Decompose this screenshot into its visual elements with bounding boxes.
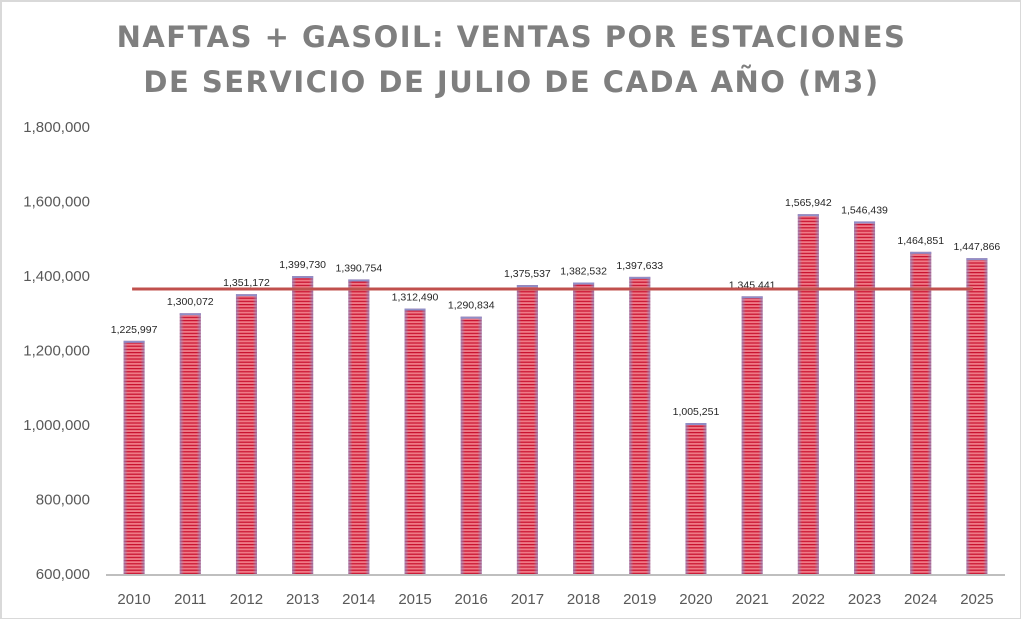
data-label: 1,290,834 <box>448 300 495 312</box>
bar-2020 <box>685 423 707 574</box>
bar-top-edge <box>404 308 426 311</box>
x-tick-label: 2014 <box>342 591 375 608</box>
y-tick-label: 600,000 <box>36 566 90 583</box>
bar-top-edge <box>854 221 876 224</box>
bar-top-edge <box>123 340 145 343</box>
bar-2012 <box>235 294 257 574</box>
bar-top-edge <box>797 214 819 217</box>
y-tick-label: 1,200,000 <box>23 343 90 360</box>
x-tick-label: 2016 <box>455 591 488 608</box>
bar-top-edge <box>348 279 370 282</box>
bar-edge-shade <box>741 296 763 574</box>
x-tick-label: 2023 <box>848 591 881 608</box>
bar-2015 <box>404 308 426 574</box>
bar-edge-shade <box>123 340 145 574</box>
bar-edge-shade <box>292 276 314 574</box>
bar-top-edge <box>966 258 988 261</box>
x-tick-label: 2018 <box>567 591 600 608</box>
data-label: 1,375,537 <box>504 268 551 280</box>
chart-title-line-2: DE SERVICIO DE JULIO DE CADA AÑO (M3) <box>143 65 880 99</box>
bar-edge-shade <box>910 251 932 574</box>
bar-top-edge <box>629 276 651 279</box>
x-axis: 2010 2011 2012 2013 2014 2015 2016 2017 2018 2019… <box>117 591 993 608</box>
bar-edge-shade <box>404 308 426 574</box>
bar-2025 <box>966 258 988 574</box>
bar-2010 <box>123 340 145 574</box>
bar-2019 <box>629 276 651 574</box>
bar-edge-shade <box>854 221 876 574</box>
bar-top-edge <box>235 294 257 297</box>
chart-title-line-1: NAFTAS + GASOIL: VENTAS POR ESTACIONES <box>116 20 907 54</box>
data-label: 1,390,754 <box>335 262 382 274</box>
data-label: 1,351,172 <box>223 277 270 289</box>
x-tick-label: 2012 <box>230 591 263 608</box>
x-tick-label: 2022 <box>792 591 825 608</box>
bar-top-edge <box>460 316 482 319</box>
y-axis: 600,000 800,000 1,000,000 1,200,000 1,400,00… <box>23 119 90 583</box>
bar-edge-shade <box>516 285 538 574</box>
bar-2017 <box>516 285 538 574</box>
x-tick-label: 2015 <box>398 591 431 608</box>
bar-edge-shade <box>685 423 707 574</box>
data-label: 1,312,490 <box>392 292 439 304</box>
bar-2013 <box>292 276 314 574</box>
bar-edge-shade <box>797 214 819 575</box>
bar-edge-shade <box>966 258 988 574</box>
bar-2014 <box>348 279 370 574</box>
bar-2022 <box>797 214 819 575</box>
bar-2021 <box>741 296 763 574</box>
bar-top-edge <box>910 251 932 254</box>
y-tick-label: 1,000,000 <box>23 417 90 434</box>
bar-2023 <box>854 221 876 574</box>
bar-edge-shade <box>348 279 370 574</box>
bar-top-edge <box>573 282 595 285</box>
data-label: 1,447,866 <box>954 241 1001 253</box>
bar-edge-shade <box>573 282 595 574</box>
x-tick-label: 2011 <box>174 591 206 608</box>
bar-top-edge <box>516 285 538 288</box>
bar-2018 <box>573 282 595 574</box>
data-label: 1,464,851 <box>897 235 944 247</box>
bar-2011 <box>179 313 201 574</box>
data-label: 1,565,942 <box>785 197 832 209</box>
y-tick-label: 1,400,000 <box>23 268 90 285</box>
bar-edge-shade <box>629 276 651 574</box>
x-tick-label: 2025 <box>960 591 993 608</box>
bars-group <box>123 214 988 575</box>
bar-top-edge <box>741 296 763 299</box>
bar-2016 <box>460 316 482 574</box>
bar-edge-shade <box>460 316 482 574</box>
data-label: 1,546,439 <box>841 204 888 216</box>
x-tick-label: 2017 <box>511 591 544 608</box>
bar-edge-shade <box>179 313 201 574</box>
x-tick-label: 2010 <box>117 591 150 608</box>
x-tick-label: 2013 <box>286 591 319 608</box>
data-label: 1,399,730 <box>279 259 326 271</box>
y-tick-label: 1,600,000 <box>23 194 90 211</box>
y-tick-label: 800,000 <box>36 492 90 509</box>
x-tick-label: 2021 <box>735 591 768 608</box>
bar-2024 <box>910 251 932 574</box>
bar-edge-shade <box>235 294 257 574</box>
data-labels-group: 1,225,997 1,300,072 1,351,172 1,399,730 1,39… <box>111 197 1001 418</box>
data-label: 1,300,072 <box>167 296 214 308</box>
bar-top-edge <box>179 313 201 316</box>
data-label: 1,382,532 <box>560 266 607 278</box>
data-label: 1,225,997 <box>111 324 158 336</box>
x-tick-label: 2024 <box>904 591 937 608</box>
data-label: 1,005,251 <box>673 406 720 418</box>
bar-top-edge <box>292 276 314 279</box>
data-label: 1,397,633 <box>616 260 663 272</box>
bar-top-edge <box>685 423 707 426</box>
y-tick-label: 1,800,000 <box>23 119 90 136</box>
x-tick-label: 2020 <box>679 591 712 608</box>
x-tick-label: 2019 <box>623 591 656 608</box>
